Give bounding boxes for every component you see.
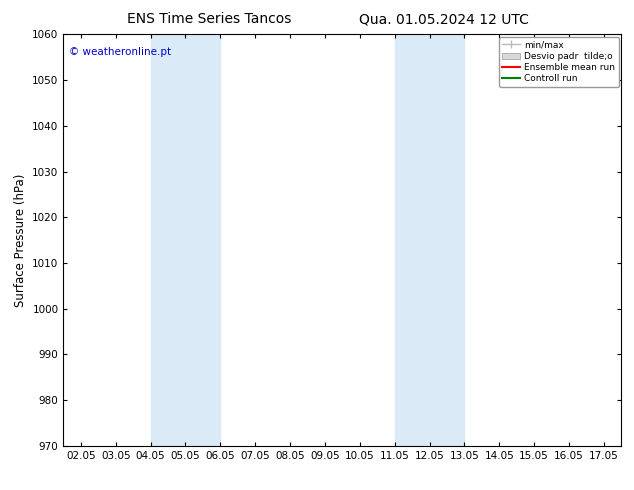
Y-axis label: Surface Pressure (hPa): Surface Pressure (hPa) <box>14 173 27 307</box>
Legend: min/max, Desvio padr  tilde;o, Ensemble mean run, Controll run: min/max, Desvio padr tilde;o, Ensemble m… <box>499 37 619 87</box>
Bar <box>394 34 464 446</box>
Bar <box>150 34 221 446</box>
Text: © weatheronline.pt: © weatheronline.pt <box>69 47 171 57</box>
Text: Qua. 01.05.2024 12 UTC: Qua. 01.05.2024 12 UTC <box>359 12 529 26</box>
Text: ENS Time Series Tancos: ENS Time Series Tancos <box>127 12 292 26</box>
